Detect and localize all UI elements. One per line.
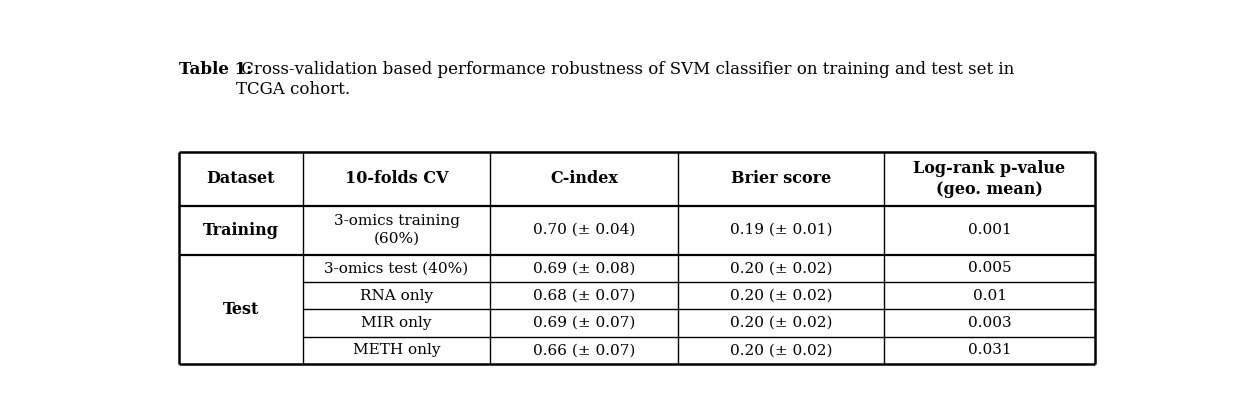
- Text: Cross-validation based performance robustness of SVM classifier on training and : Cross-validation based performance robus…: [236, 61, 1014, 98]
- Text: 0.031: 0.031: [967, 343, 1012, 357]
- Text: 10-folds CV: 10-folds CV: [345, 170, 449, 187]
- Text: 0.69 (± 0.07): 0.69 (± 0.07): [533, 316, 635, 330]
- Text: 0.68 (± 0.07): 0.68 (± 0.07): [533, 289, 635, 303]
- Text: 3-omics test (40%): 3-omics test (40%): [325, 261, 469, 275]
- Text: Log-rank p-value
(geo. mean): Log-rank p-value (geo. mean): [914, 160, 1065, 198]
- Text: 3-omics training
(60%): 3-omics training (60%): [334, 214, 460, 246]
- Text: 0.70 (± 0.04): 0.70 (± 0.04): [533, 223, 635, 237]
- Text: C-index: C-index: [551, 170, 619, 187]
- Text: 0.69 (± 0.08): 0.69 (± 0.08): [533, 261, 635, 275]
- Text: 0.01: 0.01: [972, 289, 1007, 303]
- Text: 0.003: 0.003: [967, 316, 1012, 330]
- Text: 0.20 (± 0.02): 0.20 (± 0.02): [730, 316, 832, 330]
- Text: 0.20 (± 0.02): 0.20 (± 0.02): [730, 289, 832, 303]
- Text: METH only: METH only: [353, 343, 440, 357]
- Text: Table 1:: Table 1:: [179, 61, 252, 79]
- Text: 0.20 (± 0.02): 0.20 (± 0.02): [730, 261, 832, 275]
- Text: Brier score: Brier score: [732, 170, 831, 187]
- Text: Dataset: Dataset: [207, 170, 275, 187]
- Text: MIR only: MIR only: [361, 316, 432, 330]
- Text: 0.66 (± 0.07): 0.66 (± 0.07): [533, 343, 635, 357]
- Text: 0.005: 0.005: [967, 261, 1012, 275]
- Text: 0.001: 0.001: [967, 223, 1012, 237]
- Text: 0.20 (± 0.02): 0.20 (± 0.02): [730, 343, 832, 357]
- Text: RNA only: RNA only: [360, 289, 433, 303]
- Text: Training: Training: [203, 222, 279, 239]
- Text: 0.19 (± 0.01): 0.19 (± 0.01): [730, 223, 832, 237]
- Text: Test: Test: [223, 301, 259, 318]
